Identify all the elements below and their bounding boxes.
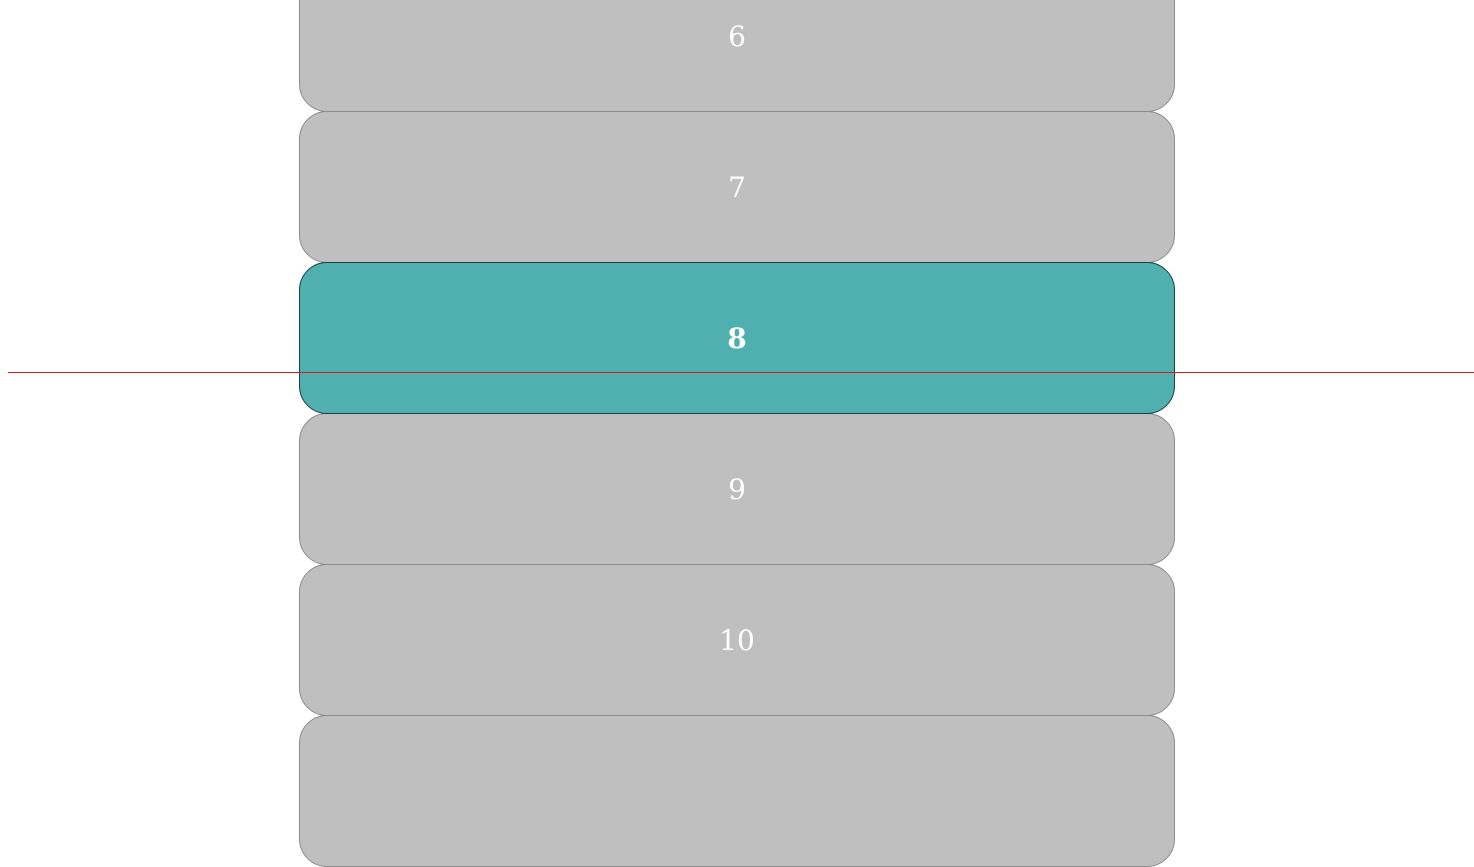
picker-item-6[interactable]: 6	[299, 0, 1175, 112]
picker-item-9[interactable]: 9	[299, 413, 1175, 565]
picker-item-11[interactable]	[299, 715, 1175, 867]
picker-item-7[interactable]: 7	[299, 111, 1175, 263]
picker-item-10[interactable]: 10	[299, 564, 1175, 716]
selection-indicator-line	[8, 372, 1474, 373]
number-picker[interactable]: 6 7 8 9 10	[299, 0, 1175, 867]
picker-item-8-selected[interactable]: 8	[299, 262, 1175, 414]
